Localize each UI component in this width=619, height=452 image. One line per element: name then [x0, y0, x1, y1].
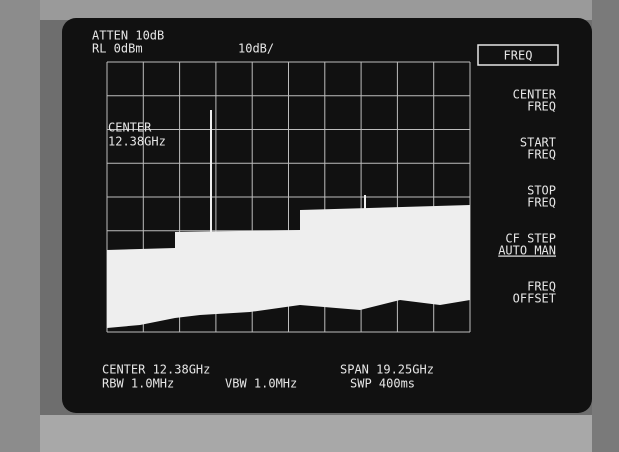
- scale: 10dB/: [238, 42, 274, 56]
- bezel-top: [0, 0, 619, 20]
- softkey-label: AUTO MAN: [498, 244, 556, 258]
- footer-sweep: SWP 400ms: [350, 377, 415, 391]
- footer-rbw: RBW 1.0MHz: [102, 377, 174, 391]
- ref-level: RL 0dBm: [92, 42, 143, 56]
- bezel-bottom: [0, 415, 619, 452]
- softkey-label: FREQ: [527, 148, 556, 162]
- annotation-label: CENTER: [108, 121, 152, 135]
- atten: ATTEN 10dB: [92, 29, 164, 43]
- softkey-label: OFFSET: [513, 292, 556, 306]
- spur: [364, 195, 366, 210]
- footer-span: SPAN 19.25GHz: [340, 363, 434, 377]
- analyzer-photo: ATTEN 10dB RL 0dBm 10dB/ CENTER 12.38GHz…: [0, 0, 619, 452]
- spur: [210, 110, 212, 250]
- softkey-label: FREQ: [527, 100, 556, 114]
- menu-title: FREQ: [504, 49, 533, 63]
- side-buttons: [592, 0, 619, 452]
- annotation-value: 12.38GHz: [108, 135, 166, 149]
- footer-center: CENTER 12.38GHz: [102, 363, 210, 377]
- footer-vbw: VBW 1.0MHz: [225, 377, 297, 391]
- bezel-left: [0, 0, 40, 452]
- softkey-label: FREQ: [527, 196, 556, 210]
